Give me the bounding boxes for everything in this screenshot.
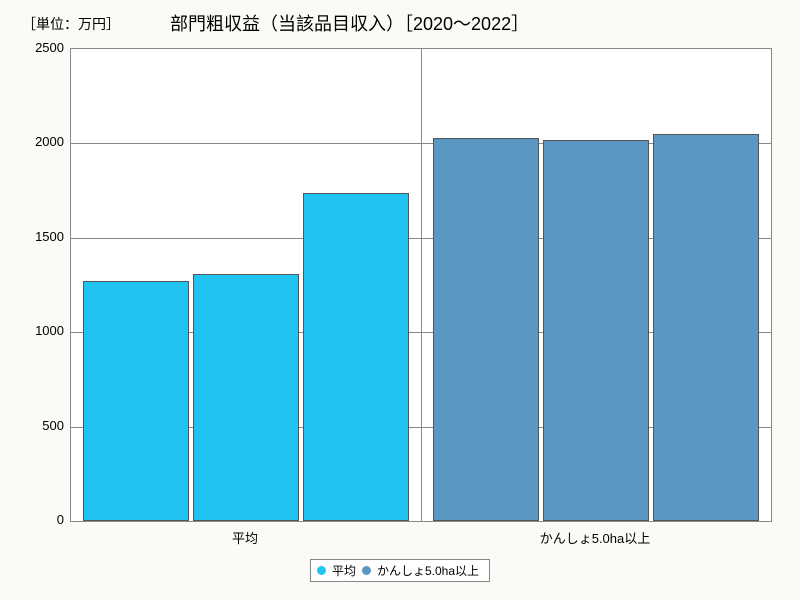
y-tick-label: 500 bbox=[4, 418, 64, 433]
group-divider bbox=[421, 49, 422, 521]
y-tick-label: 0 bbox=[4, 512, 64, 527]
bar bbox=[193, 274, 299, 521]
legend-label: 平均 bbox=[332, 562, 356, 579]
unit-label: ［単位：万円］ bbox=[22, 14, 120, 34]
legend: 平均 かんしょ5.0ha以上 bbox=[310, 559, 490, 582]
y-tick-label: 1500 bbox=[4, 229, 64, 244]
x-category-label: 平均 bbox=[165, 528, 325, 547]
legend-marker bbox=[317, 566, 326, 575]
x-category-label: かんしょ5.0ha以上 bbox=[515, 528, 675, 547]
chart-container: ［単位：万円］ 部門粗収益（当該品目収入）［2020～2022］ 0 500 100… bbox=[0, 0, 800, 600]
legend-marker bbox=[362, 566, 371, 575]
y-tick-label: 2000 bbox=[4, 134, 64, 149]
bar bbox=[83, 281, 189, 521]
plot-area bbox=[70, 48, 772, 522]
bar bbox=[543, 140, 649, 521]
legend-label: かんしょ5.0ha以上 bbox=[377, 562, 479, 579]
y-tick-label: 1000 bbox=[4, 323, 64, 338]
chart-title: 部門粗収益（当該品目収入）［2020～2022］ bbox=[170, 10, 529, 36]
bar bbox=[303, 193, 409, 522]
y-tick-label: 2500 bbox=[4, 40, 64, 55]
bar bbox=[653, 134, 759, 521]
bar bbox=[433, 138, 539, 521]
